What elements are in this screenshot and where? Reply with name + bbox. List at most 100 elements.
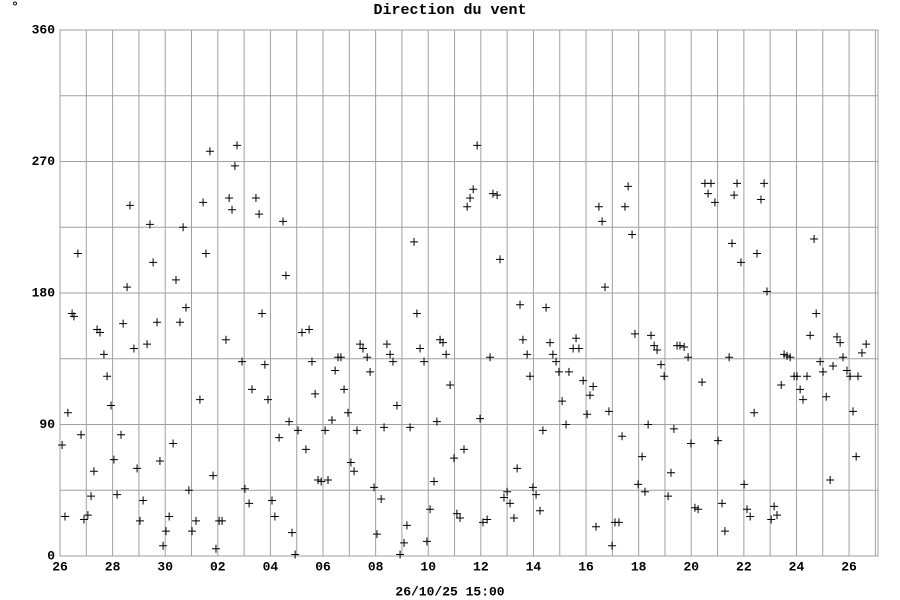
data-point <box>291 550 300 559</box>
data-point <box>446 381 455 390</box>
data-point <box>618 432 627 441</box>
data-point <box>336 353 345 362</box>
data-point <box>509 514 518 523</box>
x-tick-label: 18 <box>631 559 647 574</box>
data-point <box>669 424 678 433</box>
data-point <box>493 191 502 200</box>
data-point <box>238 357 247 366</box>
data-point <box>89 467 98 476</box>
data-point <box>499 493 508 502</box>
data-point <box>201 249 210 258</box>
data-point <box>710 198 719 207</box>
data-point <box>139 496 148 505</box>
data-point <box>862 340 871 349</box>
data-point <box>466 194 475 203</box>
data-point <box>806 331 815 340</box>
data-point <box>297 328 306 337</box>
data-point <box>346 458 355 467</box>
y-tick-label: 0 <box>47 548 55 563</box>
data-point <box>572 334 581 343</box>
data-point <box>456 514 465 523</box>
data-point <box>546 338 555 347</box>
data-point <box>438 338 447 347</box>
data-point <box>730 191 739 200</box>
data-point <box>720 527 729 536</box>
data-point <box>388 357 397 366</box>
data-point <box>796 385 805 394</box>
x-tick-label: 20 <box>683 559 699 574</box>
data-point <box>725 353 734 362</box>
data-point <box>211 544 220 553</box>
data-point <box>58 440 67 449</box>
data-point <box>321 426 330 435</box>
data-point <box>706 179 715 188</box>
data-point <box>644 420 653 429</box>
data-point <box>624 182 633 191</box>
data-point <box>660 372 669 381</box>
data-point <box>513 464 522 473</box>
data-point <box>113 490 122 499</box>
data-point <box>359 344 368 353</box>
data-point <box>608 541 617 550</box>
data-point <box>564 367 573 376</box>
data-point <box>149 258 158 267</box>
data-point <box>245 499 254 508</box>
x-tick-label: 04 <box>263 559 279 574</box>
data-point <box>432 417 441 426</box>
data-point <box>583 410 592 419</box>
x-tick-label: 02 <box>210 559 226 574</box>
data-point <box>301 445 310 454</box>
data-point <box>694 505 703 514</box>
data-point <box>324 476 333 485</box>
data-point <box>184 486 193 495</box>
data-point <box>179 223 188 232</box>
data-point <box>842 366 851 375</box>
data-point <box>340 385 349 394</box>
y-tick-label: 360 <box>32 22 56 37</box>
data-point <box>554 367 563 376</box>
data-point <box>248 385 257 394</box>
data-point <box>307 357 316 366</box>
data-point <box>416 344 425 353</box>
data-point <box>165 512 174 521</box>
data-point <box>496 255 505 264</box>
data-point <box>628 230 637 239</box>
data-point <box>777 381 786 390</box>
data-point <box>420 357 429 366</box>
data-point <box>199 198 208 207</box>
data-point <box>270 512 279 521</box>
data-point <box>667 468 676 477</box>
data-point <box>600 283 609 292</box>
data-point <box>188 527 197 536</box>
data-point <box>119 319 128 328</box>
data-point <box>209 471 218 480</box>
data-point <box>406 423 415 432</box>
data-point <box>363 353 372 362</box>
data-point <box>331 366 340 375</box>
data-point <box>686 439 695 448</box>
data-point <box>630 329 639 338</box>
data-point <box>684 353 693 362</box>
data-point <box>680 343 689 352</box>
x-tick-label: 08 <box>368 559 384 574</box>
data-point <box>287 528 296 537</box>
data-point <box>159 541 168 550</box>
data-point <box>73 249 82 258</box>
data-point <box>714 436 723 445</box>
data-point <box>503 487 512 496</box>
data-point <box>260 360 269 369</box>
data-point <box>87 492 96 501</box>
data-point <box>589 382 598 391</box>
data-point <box>240 484 249 493</box>
data-point <box>264 395 273 404</box>
data-point <box>857 348 866 357</box>
data-point <box>810 234 819 243</box>
data-point <box>402 521 411 530</box>
data-point <box>552 357 561 366</box>
data-point <box>579 376 588 385</box>
data-point <box>792 372 801 381</box>
data-point <box>746 512 755 521</box>
data-point <box>574 344 583 353</box>
data-point <box>135 516 144 525</box>
data-point <box>143 340 152 349</box>
